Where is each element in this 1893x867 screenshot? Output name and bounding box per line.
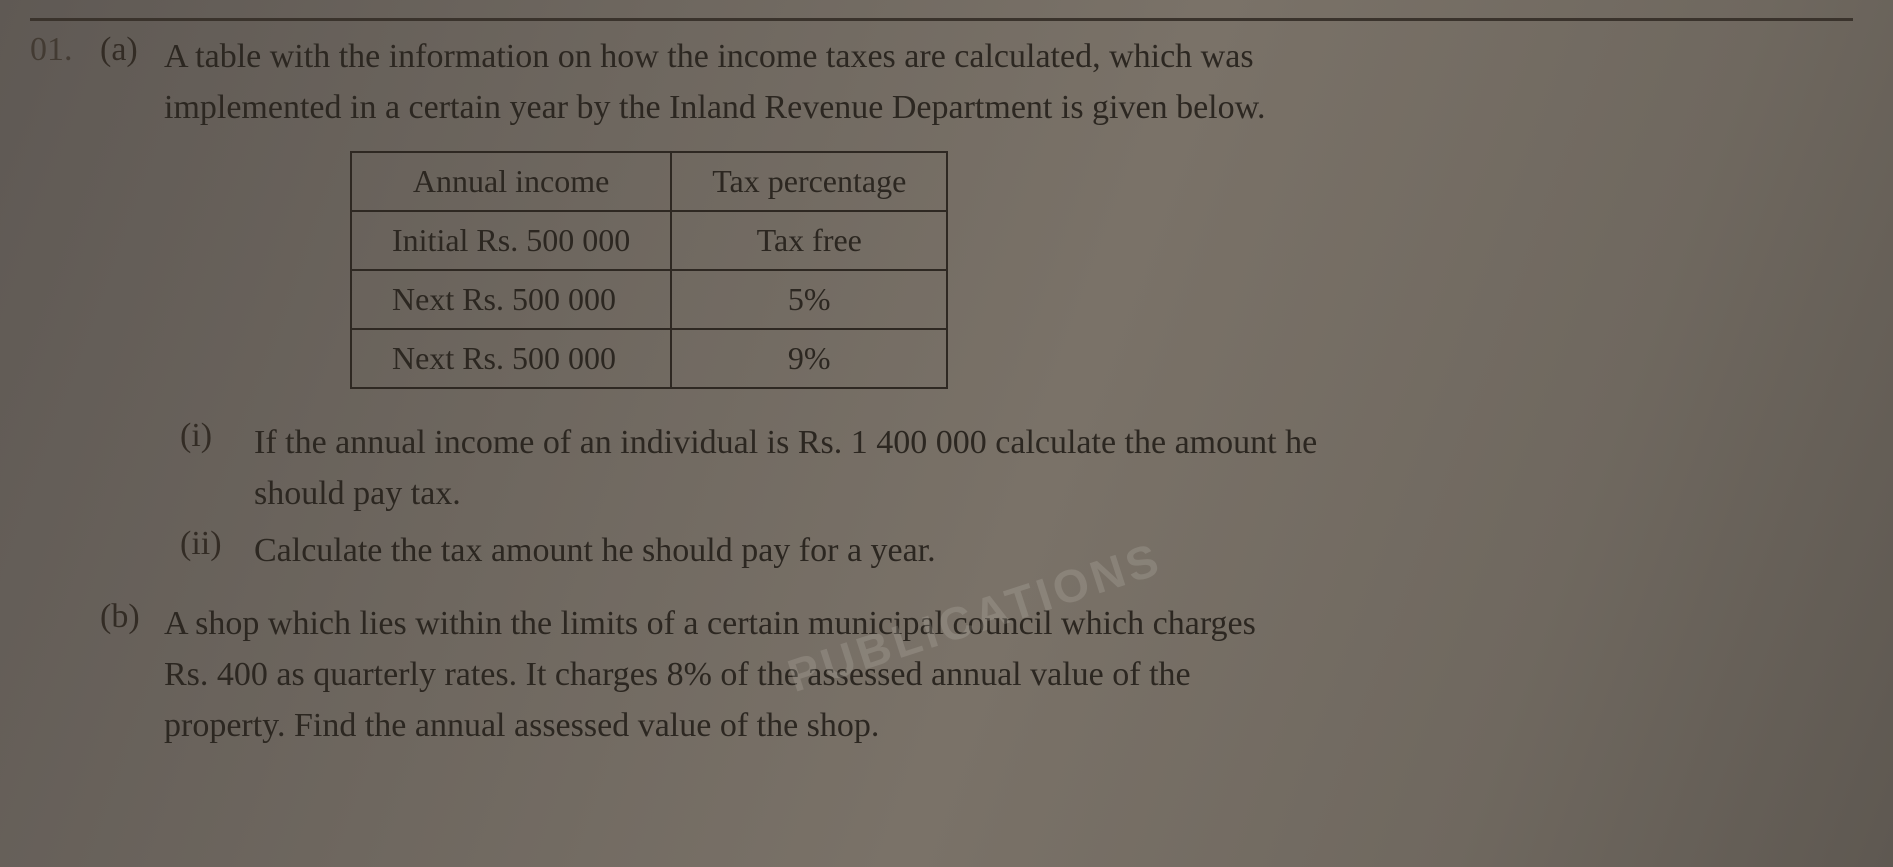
- top-rule: [30, 18, 1853, 21]
- cell-income-1: Initial Rs. 500 000: [351, 211, 671, 270]
- cell-income-2: Next Rs. 500 000: [351, 270, 671, 329]
- part-b-line3: property. Find the annual assessed value…: [164, 700, 1853, 751]
- question-header-row: 01. (a) A table with the information on …: [30, 31, 1853, 82]
- part-b-line2: Rs. 400 as quarterly rates. It charges 8…: [164, 649, 1853, 700]
- sub-ii-row: (ii) Calculate the tax amount he should …: [180, 525, 1853, 576]
- table-row: Next Rs. 500 000 9%: [351, 329, 947, 388]
- sub-i-line1: If the annual income of an individual is…: [254, 417, 1317, 468]
- sub-i-label: (i): [180, 417, 254, 455]
- cell-tax-1: Tax free: [671, 211, 947, 270]
- sub-i-line2: should pay tax.: [254, 468, 1853, 519]
- part-a-intro-line1: A table with the information on how the …: [164, 31, 1254, 82]
- cell-tax-2: 5%: [671, 270, 947, 329]
- question-number: 01.: [30, 31, 100, 69]
- part-a-label: (a): [100, 31, 164, 69]
- col-tax-percentage: Tax percentage: [671, 152, 947, 211]
- part-b-row: (b) A shop which lies within the limits …: [100, 598, 1853, 649]
- cell-tax-3: 9%: [671, 329, 947, 388]
- table-row: Next Rs. 500 000 5%: [351, 270, 947, 329]
- col-annual-income: Annual income: [351, 152, 671, 211]
- cell-income-3: Next Rs. 500 000: [351, 329, 671, 388]
- part-a-intro-line2: implemented in a certain year by the Inl…: [164, 82, 1853, 133]
- table-row: Initial Rs. 500 000 Tax free: [351, 211, 947, 270]
- worksheet-page: 01. (a) A table with the information on …: [0, 0, 1893, 867]
- part-b-line1: A shop which lies within the limits of a…: [164, 598, 1256, 649]
- part-b-label: (b): [100, 598, 164, 636]
- tax-table: Annual income Tax percentage Initial Rs.…: [350, 151, 948, 389]
- sub-ii-text: Calculate the tax amount he should pay f…: [254, 525, 936, 576]
- sub-i-row: (i) If the annual income of an individua…: [180, 417, 1853, 468]
- table-header-row: Annual income Tax percentage: [351, 152, 947, 211]
- sub-ii-label: (ii): [180, 525, 254, 563]
